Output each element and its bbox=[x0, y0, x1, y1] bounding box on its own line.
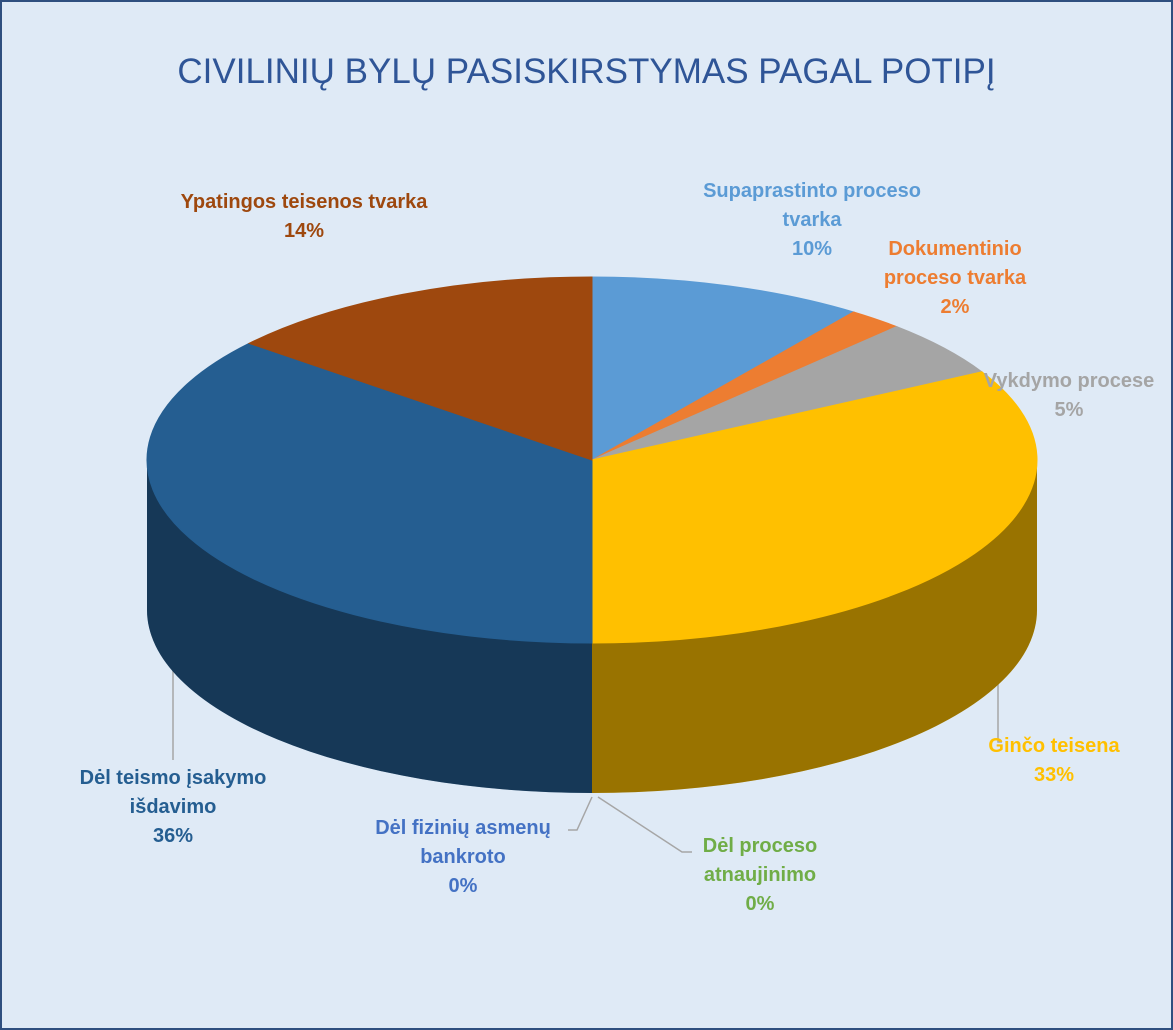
slice bbox=[146, 342, 593, 644]
data-label-value: 14% bbox=[283, 220, 325, 242]
data-label: Dėl fizinių asmenų bankroto 0% bbox=[348, 814, 578, 901]
data-label-name: Dėl proceso atnaujinimo bbox=[702, 835, 818, 886]
data-label-value: 0% bbox=[745, 893, 775, 915]
slice bbox=[591, 276, 855, 461]
slice-side-shade bbox=[147, 460, 592, 793]
data-label: Ginčo teisena 33% bbox=[954, 732, 1154, 790]
chart-title: CIVILINIŲ BYLŲ PASISKIRSTYMAS PAGAL POTI… bbox=[177, 52, 996, 91]
slice bbox=[591, 371, 1038, 644]
leader-line bbox=[568, 796, 593, 831]
leader-line bbox=[597, 796, 692, 853]
slice-side-shade bbox=[592, 460, 1037, 793]
slice-side bbox=[592, 460, 1037, 793]
data-label-name: Ypatingos teisenos tvarka bbox=[180, 191, 428, 213]
data-label-value: 5% bbox=[1054, 399, 1084, 421]
data-label-name: Supaprastinto proceso tvarka bbox=[703, 180, 921, 231]
slice bbox=[247, 276, 593, 461]
data-label: Dėl teismo įsakymo išdavimo 36% bbox=[38, 764, 308, 851]
data-label-value: 36% bbox=[152, 825, 194, 847]
data-label-value: 0% bbox=[448, 875, 478, 897]
data-label: Supaprastinto proceso tvarka 10% bbox=[702, 177, 922, 264]
data-label-name: Dėl teismo įsakymo išdavimo bbox=[79, 767, 267, 818]
data-label-name: Dėl fizinių asmenų bankroto bbox=[375, 817, 551, 868]
data-label-value: 2% bbox=[940, 296, 970, 318]
data-label: Vykdymo procese 5% bbox=[959, 367, 1171, 425]
slice-side bbox=[147, 460, 592, 793]
data-label: Dėl proceso atnaujinimo 0% bbox=[675, 832, 845, 919]
data-label-name: Ginčo teisena bbox=[988, 735, 1120, 757]
data-label-value: 33% bbox=[1033, 764, 1075, 786]
data-label-name: Dokumentinio proceso tvarka bbox=[883, 238, 1027, 289]
data-label-name: Vykdymo procese bbox=[983, 370, 1155, 392]
data-label-value: 10% bbox=[791, 238, 833, 260]
data-label: Dokumentinio proceso tvarka 2% bbox=[855, 235, 1055, 322]
data-label: Ypatingos teisenos tvarka 14% bbox=[174, 188, 434, 246]
leader-line bbox=[997, 662, 1002, 743]
